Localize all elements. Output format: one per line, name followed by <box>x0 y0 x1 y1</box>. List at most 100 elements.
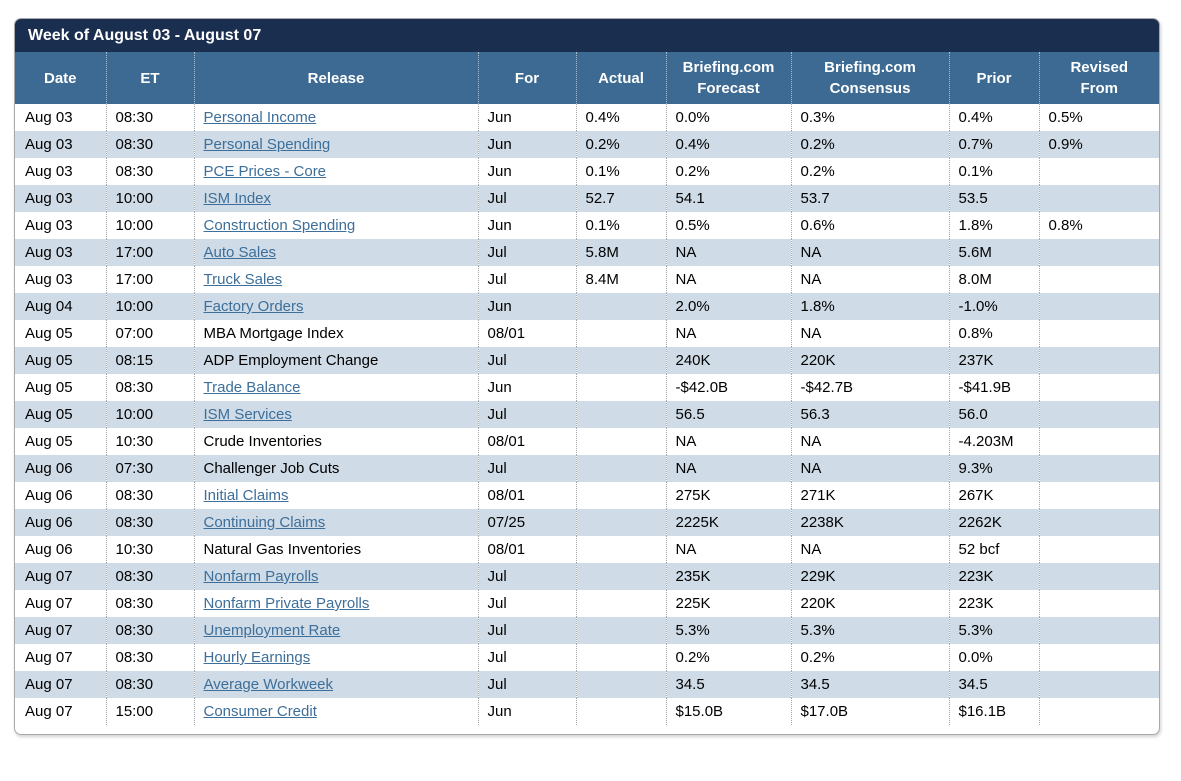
cell-actual <box>575 347 666 374</box>
cell-consensus: 0.2% <box>790 644 949 671</box>
release-link[interactable]: ISM Services <box>203 406 292 423</box>
release-link[interactable]: Nonfarm Private Payrolls <box>203 595 370 612</box>
cell-actual <box>575 563 666 590</box>
cell-prior: 223K <box>948 563 1039 590</box>
cell-prior: 0.0% <box>948 644 1039 671</box>
cell-date: Aug 07 <box>25 568 73 585</box>
release-link[interactable]: Nonfarm Payrolls <box>203 568 319 585</box>
cell-release: Continuing Claims <box>193 509 478 536</box>
column-header-actual: Actual <box>575 52 666 104</box>
column-header-revised: Revised From <box>1038 52 1159 104</box>
release-link[interactable]: Unemployment Rate <box>203 622 341 639</box>
cell-et: 08:30 <box>105 563 194 590</box>
cell-revised <box>1038 617 1159 644</box>
cell-prior: 1.8% <box>948 212 1039 239</box>
release-link[interactable]: Truck Sales <box>203 271 283 288</box>
cell-for: Jun <box>477 158 576 185</box>
cell-for: Jun <box>477 293 576 320</box>
cell-et: 08:30 <box>105 509 194 536</box>
cell-release: ISM Index <box>193 185 478 212</box>
table-row: Aug 07 08:30 Nonfarm Private Payrolls Jul 22… <box>15 590 1159 617</box>
cell-release: Nonfarm Payrolls <box>193 563 478 590</box>
cell-release: Nonfarm Private Payrolls <box>193 590 478 617</box>
cell-date: Aug 07 <box>25 649 73 666</box>
release-link[interactable]: Construction Spending <box>203 217 356 234</box>
cell-et: 07:30 <box>105 455 194 482</box>
cell-forecast: 2.0% <box>665 293 791 320</box>
cell-actual <box>575 617 666 644</box>
cell-consensus: 53.7 <box>790 185 949 212</box>
release-label: Natural Gas Inventories <box>203 541 362 558</box>
cell-prior: $16.1B <box>948 698 1039 725</box>
cell-prior: 56.0 <box>948 401 1039 428</box>
cell-for: 08/01 <box>477 482 576 509</box>
release-link[interactable]: Average Workweek <box>203 676 334 693</box>
cell-for: Jul <box>477 266 576 293</box>
release-link[interactable]: ISM Index <box>203 190 272 207</box>
column-header-forecast: Briefing.com Forecast <box>665 52 791 104</box>
release-link[interactable]: Auto Sales <box>203 244 277 261</box>
table-row: Aug 05 08:30 Trade Balance Jun -$42.0B -$42.7… <box>15 374 1159 401</box>
cell-revised <box>1038 509 1159 536</box>
cell-et: 08:30 <box>105 374 194 401</box>
column-header-for: For <box>477 52 576 104</box>
cell-date: Aug 03 <box>25 136 73 153</box>
cell-consensus: 229K <box>790 563 949 590</box>
release-link[interactable]: Hourly Earnings <box>203 649 311 666</box>
economic-calendar-table: Date ET Release For Actual Briefing.com Forec… <box>15 52 1159 725</box>
cell-forecast: NA <box>665 320 791 347</box>
cell-actual <box>575 374 666 401</box>
cell-release: Personal Income <box>193 104 478 131</box>
release-link[interactable]: Personal Spending <box>203 136 331 153</box>
cell-prior: 2262K <box>948 509 1039 536</box>
release-link[interactable]: Personal Income <box>203 109 317 126</box>
table-row: Aug 03 10:00 ISM Index Jul 52.7 54.1 53.7 53.5 <box>15 185 1159 212</box>
release-link[interactable]: Factory Orders <box>203 298 304 315</box>
cell-for: 07/25 <box>477 509 576 536</box>
cell-consensus: 220K <box>790 347 949 374</box>
cell-revised <box>1038 590 1159 617</box>
cell-revised <box>1038 347 1159 374</box>
release-link[interactable]: Consumer Credit <box>203 703 317 720</box>
cell-consensus: NA <box>790 455 949 482</box>
cell-forecast: NA <box>665 239 791 266</box>
cell-release: ADP Employment Change <box>193 347 478 374</box>
cell-consensus: 5.3% <box>790 617 949 644</box>
release-link[interactable]: PCE Prices - Core <box>203 163 327 180</box>
cell-prior: 0.7% <box>948 131 1039 158</box>
cell-date: Aug 03 <box>25 190 73 207</box>
release-label: Crude Inventories <box>203 433 322 450</box>
cell-release: Average Workweek <box>193 671 478 698</box>
cell-date: Aug 07 <box>25 676 73 693</box>
cell-date: Aug 03 <box>25 271 73 288</box>
cell-revised: 0.5% <box>1038 104 1159 131</box>
cell-for: Jun <box>477 131 576 158</box>
cell-revised <box>1038 455 1159 482</box>
cell-actual <box>575 455 666 482</box>
cell-release: Challenger Job Cuts <box>193 455 478 482</box>
table-row: Aug 06 08:30 Initial Claims 08/01 275K 271K 26… <box>15 482 1159 509</box>
cell-date: Aug 06 <box>25 487 73 504</box>
cell-revised: 0.8% <box>1038 212 1159 239</box>
cell-date: Aug 05 <box>25 433 73 450</box>
cell-release: Construction Spending <box>193 212 478 239</box>
cell-date: Aug 07 <box>25 622 73 639</box>
cell-for: Jul <box>477 239 576 266</box>
cell-consensus: -$42.7B <box>790 374 949 401</box>
cell-revised <box>1038 644 1159 671</box>
cell-forecast: 5.3% <box>665 617 791 644</box>
cell-for: Jun <box>477 104 576 131</box>
column-header-prior: Prior <box>948 52 1039 104</box>
column-header-et: ET <box>105 52 194 104</box>
release-link[interactable]: Initial Claims <box>203 487 289 504</box>
release-link[interactable]: Trade Balance <box>203 379 301 396</box>
cell-actual <box>575 671 666 698</box>
table-row: Aug 05 10:30 Crude Inventories 08/01 NA NA -4.… <box>15 428 1159 455</box>
release-link[interactable]: Continuing Claims <box>203 514 326 531</box>
cell-prior: 53.5 <box>948 185 1039 212</box>
cell-et: 17:00 <box>105 266 194 293</box>
cell-consensus: $17.0B <box>790 698 949 725</box>
cell-date: Aug 03 <box>25 244 73 261</box>
cell-actual: 0.4% <box>575 104 666 131</box>
cell-forecast: NA <box>665 266 791 293</box>
